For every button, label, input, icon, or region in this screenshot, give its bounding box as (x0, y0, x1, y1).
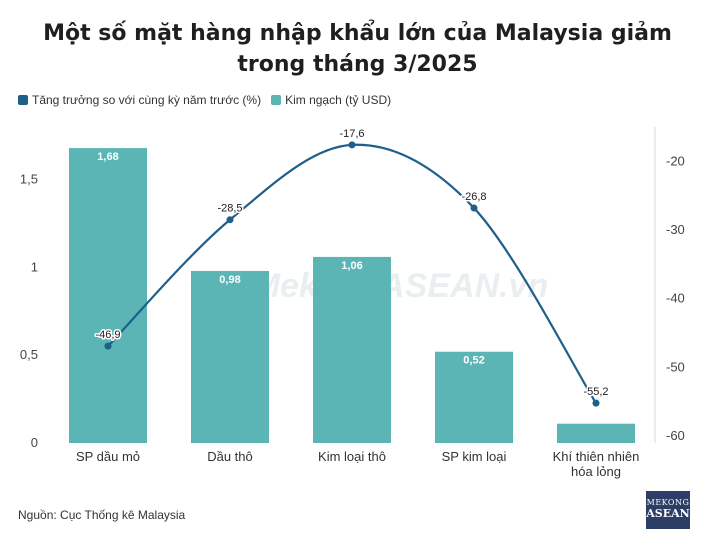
legend-label-growth: Tăng trưởng so với cùng kỳ năm trước (%) (32, 93, 262, 107)
category-label: SP kim loại (442, 449, 507, 464)
category-label: hóa lỏng (571, 464, 621, 479)
bar-series: 1,68 0,98 1,06 0,52 (69, 148, 635, 444)
line-value-label: -17,6 (339, 128, 364, 140)
right-tick-label: -60 (666, 428, 685, 443)
line-point (104, 342, 112, 350)
chart-title-line-2: trong tháng 3/2025 (237, 52, 478, 77)
category-label: SP dầu mỏ (76, 449, 140, 464)
legend-swatch-value (271, 95, 282, 105)
logo-line-1: MEKONG (646, 498, 690, 507)
right-tick-label: -20 (666, 153, 685, 168)
right-axis: -60 -50 -40 -30 -20 (666, 153, 685, 443)
category-axis: SP dầu mỏ Dầu thô Kim loại thô SP kim loại K… (76, 449, 639, 479)
chart-title-line-1: Một số mặt hàng nhập khẩu lớn của Malays… (43, 21, 672, 46)
left-tick-label: 0,5 (20, 347, 38, 362)
bar (69, 148, 147, 444)
line-point (470, 204, 478, 212)
category-label: Dầu thô (207, 449, 253, 464)
legend-item-value: Kim ngạch (tỷ USD) (271, 93, 391, 107)
bar (557, 423, 635, 443)
bar (435, 351, 513, 443)
mekong-asean-logo: MEKONG ASEAN (646, 491, 690, 529)
right-tick-label: -50 (666, 359, 685, 374)
chart-title: Một số mặt hàng nhập khẩu lớn của Malays… (0, 18, 715, 80)
line-value-label: -46,9 (95, 329, 120, 341)
line-series: -46,9 -28,5 -17,6 -26,8 -55,2 (94, 126, 610, 407)
source-note: Nguồn: Cục Thống kê Malaysia (18, 508, 186, 522)
logo-rule (646, 520, 690, 524)
bar (313, 256, 391, 443)
bar-value-label: 1,68 (97, 151, 118, 163)
line-point (592, 399, 600, 407)
line-point (226, 216, 234, 224)
legend-label-value: Kim ngạch (tỷ USD) (285, 93, 392, 107)
category-label: Kim loại thô (318, 449, 386, 464)
line-value-label: -28,5 (217, 203, 242, 215)
logo-line-2: ASEAN (646, 507, 690, 520)
bar-value-label: 0,52 (463, 355, 484, 367)
bar-value-label: 1,06 (341, 260, 362, 272)
legend-item-growth: Tăng trưởng so với cùng kỳ năm trước (%) (18, 93, 261, 107)
left-tick-label: 1,5 (20, 172, 38, 187)
left-tick-label: 0 (31, 435, 38, 450)
bar (191, 270, 269, 443)
line-value-label: -55,2 (583, 386, 608, 398)
line-value-label: -26,8 (461, 191, 486, 203)
legend: Tăng trưởng so với cùng kỳ năm trước (%)… (18, 93, 401, 107)
watermark: MekongASEAN.vn (252, 267, 549, 305)
bar-value-label: 0,98 (219, 274, 240, 286)
left-axis: 0 0,5 1 1,5 (20, 172, 38, 450)
legend-swatch-growth (18, 95, 28, 105)
right-tick-label: -40 (666, 291, 685, 306)
line-point (348, 141, 356, 149)
right-tick-label: -30 (666, 222, 685, 237)
category-label: Khí thiên nhiên (553, 449, 640, 464)
left-tick-label: 1 (31, 259, 38, 274)
